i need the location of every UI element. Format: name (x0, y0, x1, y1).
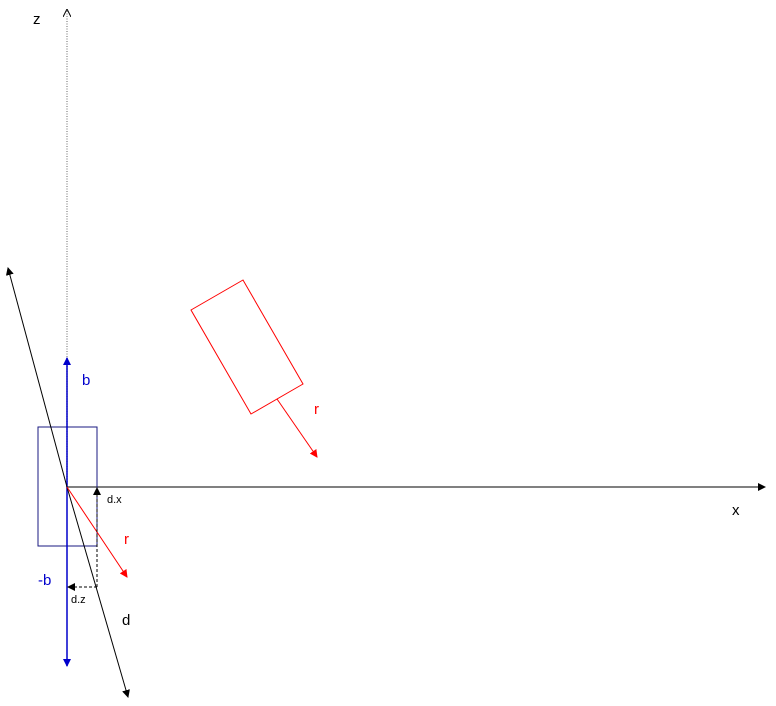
r-label-upper: r (314, 401, 319, 418)
neg-b-label: -b (38, 572, 51, 589)
dx-label: d.x (107, 494, 122, 506)
dz-label: d.z (71, 594, 86, 606)
d-label: d (122, 612, 130, 629)
x-axis-label: x (732, 502, 740, 519)
rotated-box (190, 279, 304, 415)
d-vector-upper (5, 267, 68, 488)
r-vector-upper (276, 398, 318, 458)
d-vector-lower (66, 486, 130, 698)
r-label-lower: r (124, 531, 129, 548)
b-label: b (82, 372, 90, 389)
z-axis-label: z (33, 11, 41, 28)
